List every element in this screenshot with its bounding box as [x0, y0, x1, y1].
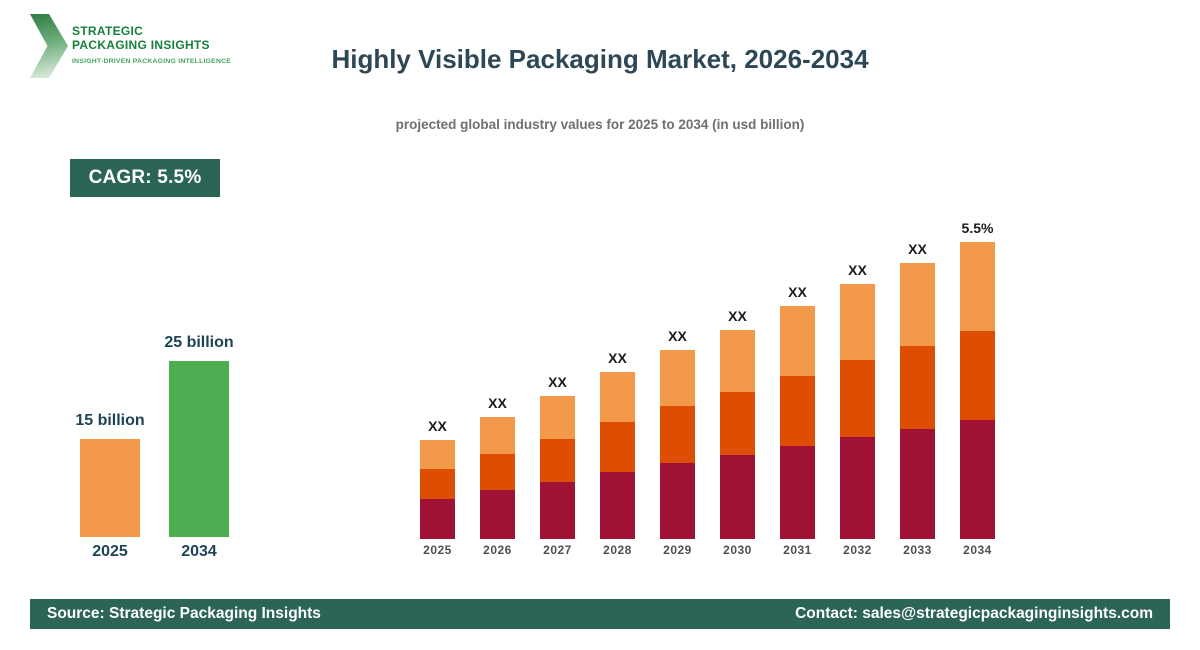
value-label: 15 billion [75, 412, 145, 429]
segment-top [900, 263, 935, 346]
footer-contact: Contact: sales@strategicpackaginginsight… [795, 605, 1153, 622]
stacked-bar-group: XX 2027 [540, 374, 575, 557]
mini-bar-group: 25 billion 2034 [164, 334, 233, 560]
bar-value-label: XX [788, 284, 807, 300]
brand-name-line2: PACKAGING INSIGHTS [72, 38, 210, 52]
segment-bottom [540, 482, 575, 539]
year-label: 2032 [843, 543, 872, 557]
cagr-badge: CAGR: 5.5% [70, 159, 220, 197]
segment-middle [540, 439, 575, 482]
segment-bottom [960, 420, 995, 539]
year-label: 2031 [783, 543, 812, 557]
segment-bottom [600, 472, 635, 539]
segment-top [480, 417, 515, 454]
stacked-bar-group: XX 2030 [720, 308, 755, 557]
stacked-bar-group: XX 2033 [900, 241, 935, 557]
bar-value-label: XX [548, 374, 567, 390]
brand-name-line1: STRATEGIC [72, 24, 144, 38]
segment-top [960, 242, 995, 331]
segment-top [840, 284, 875, 360]
bar-value-label: XX [428, 418, 447, 434]
footer-bar: Source: Strategic Packaging Insights Con… [30, 599, 1170, 629]
segment-middle [900, 346, 935, 429]
segment-bottom [780, 446, 815, 539]
mini-bar-group: 15 billion 2025 [75, 412, 144, 560]
bar-value-label: XX [608, 350, 627, 366]
bar [169, 361, 229, 537]
brand-text: STRATEGIC PACKAGING INSIGHTS INSIGHT-DRI… [72, 24, 231, 65]
stacked-bar-group: XX 2029 [660, 328, 695, 557]
summary-growth-chart: 15 billion 2025 25 billion 2034 [75, 317, 233, 560]
stacked-bar-group: XX 2031 [780, 284, 815, 557]
segment-middle [420, 469, 455, 499]
segment-top [780, 306, 815, 376]
year-label: 2025 [423, 543, 452, 557]
brand-tagline: INSIGHT-DRIVEN PACKAGING INTELLIGENCE [72, 58, 232, 65]
segment-top [420, 440, 455, 469]
bar-value-label: XX [668, 328, 687, 344]
year-label: 2026 [483, 543, 512, 557]
stacked-bar-group: XX 2028 [600, 350, 635, 557]
year-label: 2034 [181, 543, 217, 560]
stacked-bar-group: 5.5% 2034 [960, 220, 995, 557]
year-label: 2033 [903, 543, 932, 557]
brand-logo: STRATEGIC PACKAGING INSIGHTS INSIGHT-DRI… [30, 12, 231, 78]
segment-middle [840, 360, 875, 437]
bar [80, 439, 140, 537]
footer-source: Source: Strategic Packaging Insights [47, 605, 321, 622]
segment-top [540, 396, 575, 439]
segment-top [660, 350, 695, 406]
segment-middle [720, 392, 755, 455]
segment-top [720, 330, 755, 392]
segment-bottom [660, 463, 695, 539]
year-label: 2034 [963, 543, 992, 557]
stacked-bar-group: XX 2025 [420, 418, 455, 557]
segment-middle [960, 331, 995, 420]
bar-value-label: XX [908, 241, 927, 257]
segment-middle [480, 454, 515, 490]
segment-bottom [840, 437, 875, 539]
year-label: 2027 [543, 543, 572, 557]
segment-top [600, 372, 635, 422]
bar-value-label: XX [728, 308, 747, 324]
stacked-bar-group: XX 2026 [480, 395, 515, 557]
bar-value-label: 5.5% [961, 220, 994, 236]
segment-middle [780, 376, 815, 446]
segment-bottom [720, 455, 755, 539]
bar-value-label: XX [488, 395, 507, 411]
value-label: 25 billion [164, 334, 234, 351]
segment-bottom [900, 429, 935, 539]
page-title: Highly Visible Packaging Market, 2026-20… [331, 44, 869, 74]
year-label: 2029 [663, 543, 692, 557]
segment-middle [660, 406, 695, 463]
year-label: 2030 [723, 543, 752, 557]
bar-value-label: XX [848, 262, 867, 278]
stacked-market-forecast-chart: XX 2025 XX 2026 XX 2027 XX 2028 XX 2029 XX 2030 XX 20… [420, 199, 995, 557]
page-subtitle: projected global industry values for 202… [395, 117, 805, 132]
segment-bottom [420, 499, 455, 539]
year-label: 2025 [92, 543, 128, 560]
segment-middle [600, 422, 635, 472]
segment-bottom [480, 490, 515, 539]
year-label: 2028 [603, 543, 632, 557]
stacked-bar-group: XX 2032 [840, 262, 875, 557]
